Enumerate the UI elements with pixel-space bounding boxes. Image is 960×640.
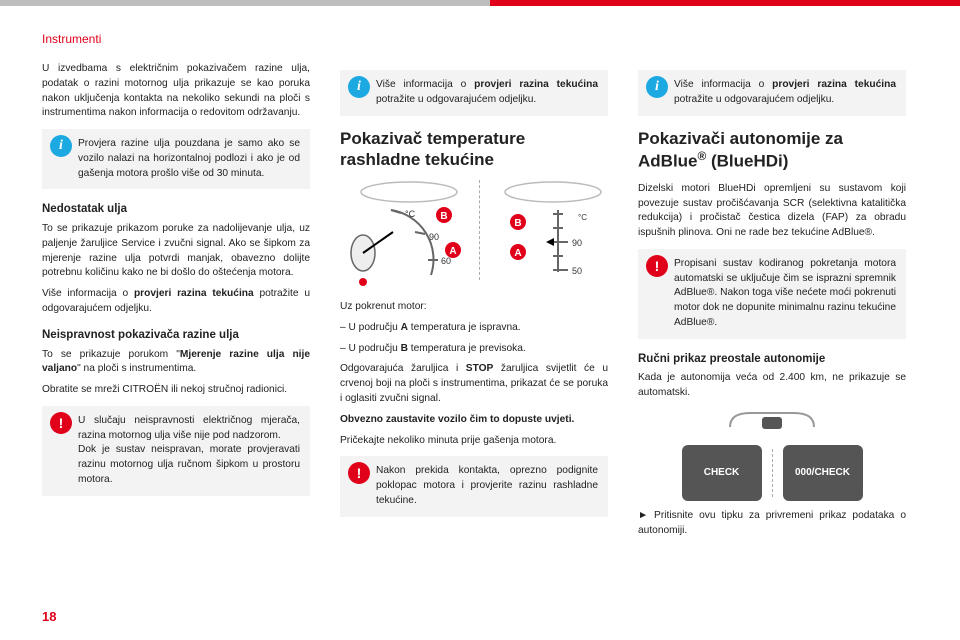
- svg-text:B: B: [440, 211, 447, 222]
- col2-info-bold: provjeri razina tekućina: [474, 79, 598, 90]
- col1-h-neispravnost: Neispravnost pokazivača razine ulja: [42, 327, 310, 344]
- col2-li1-b: A: [401, 322, 408, 333]
- col3-h-rucni: Ručni prikaz preostale autonomije: [638, 351, 906, 368]
- col2-li2-b: B: [401, 343, 408, 354]
- col3-title-l1: Pokazivači autonomije za: [638, 129, 843, 148]
- svg-text:°C: °C: [578, 213, 587, 222]
- col1-h-nedostatak: Nedostatak ulja: [42, 201, 310, 218]
- col1-p4-post: " na ploči s instrumentima.: [77, 363, 196, 374]
- col2-li2: – U području B temperatura je previsoka.: [340, 342, 608, 357]
- col3-warn-text: Propisani sustav kodiranog pokretanja mo…: [674, 258, 896, 328]
- svg-text:60: 60: [441, 256, 451, 266]
- col1-p2: To se prikazuje prikazom poruke za nadol…: [42, 222, 310, 281]
- col2-info-pre: Više informacija o: [376, 79, 474, 90]
- col3-info-callout: Više informacija o provjeri razina tekuć…: [638, 70, 906, 116]
- svg-text:A: A: [449, 246, 456, 257]
- check-button-right[interactable]: 000/CHECK: [783, 445, 863, 501]
- top-bar-red: [490, 0, 960, 6]
- col2-p2: Odgovarajuća žaruljica i STOP žaruljica …: [340, 362, 608, 406]
- section-header: Instrumenti: [42, 32, 918, 46]
- col2-warn-callout: Nakon prekida kontakta, oprezno podignit…: [340, 456, 608, 516]
- svg-text:90: 90: [572, 238, 582, 248]
- col2-p2-pre: Odgovarajuća žaruljica i: [340, 363, 466, 374]
- col1-p4: To se prikazuje porukom "Mjerenje razine…: [42, 348, 310, 378]
- col1-p5: Obratite se mreži CITROËN ili nekoj stru…: [42, 383, 310, 398]
- svg-text:50: 50: [572, 266, 582, 276]
- col3-title-sup: ®: [698, 149, 707, 163]
- col3-warn-callout: Propisani sustav kodiranog pokretanja mo…: [638, 249, 906, 339]
- col1-p4-pre: To se prikazuje porukom ": [42, 349, 180, 360]
- column-1: U izvedbama s električnim pokazivačem ra…: [42, 62, 310, 545]
- col3-title-l2-post: (BlueHDi): [706, 151, 788, 170]
- col2-li1-pre: – U području: [340, 322, 401, 333]
- col1-warn-text: U slučaju neispravnosti električnog mjer…: [78, 415, 300, 485]
- col2-info-callout: Više informacija o provjeri razina tekuć…: [340, 70, 608, 116]
- col3-section-title: Pokazivači autonomije za AdBlue® (BlueHD…: [638, 128, 906, 172]
- svg-text:B: B: [514, 218, 521, 229]
- page: Instrumenti U izvedbama s električnim po…: [0, 0, 960, 640]
- gauge-divider: [479, 180, 480, 280]
- col1-p1: U izvedbama s električnim pokazivačem ra…: [42, 62, 310, 121]
- top-accent-bar: [0, 0, 960, 6]
- col3-info-post: potražite u odgovarajućem odjeljku.: [674, 94, 834, 105]
- col2-section-title: Pokazivač temperature rashladne tekućine: [340, 128, 608, 171]
- content-columns: U izvedbama s električnim pokazivačem ra…: [42, 62, 918, 545]
- cluster-outline-icon: [722, 407, 822, 435]
- svg-text:°C: °C: [405, 209, 416, 219]
- col2-li2-pre: – U području: [340, 343, 401, 354]
- column-3: Više informacija o provjeri razina tekuć…: [638, 62, 906, 545]
- col3-info-bold: provjeri razina tekućina: [772, 79, 896, 90]
- svg-text:A: A: [514, 248, 521, 259]
- col1-info-callout: Provjera razine ulja pouzdana je samo ak…: [42, 129, 310, 189]
- col2-info-post: potražite u odgovarajućem odjeljku.: [376, 94, 536, 105]
- col2-li1-post: temperatura je ispravna.: [408, 322, 521, 333]
- svg-text:90: 90: [429, 232, 439, 242]
- col2-p3: Obvezno zaustavite vozilo čim to dopuste…: [340, 413, 608, 428]
- cluster-illustration-row: CHECK 000/CHECK: [638, 407, 906, 501]
- col2-li1: – U području A temperatura je ispravna.: [340, 321, 608, 336]
- col3-p1: Dizelski motori BlueHDi opremljeni su su…: [638, 182, 906, 241]
- col2-p4: Pričekajte nekoliko minuta prije gašenja…: [340, 434, 608, 449]
- col2-p1: Uz pokrenut motor:: [340, 300, 608, 315]
- page-number: 18: [42, 609, 56, 624]
- gauge-row: °C 90 60 B A: [340, 180, 608, 290]
- col1-p3-pre: Više informacija o: [42, 288, 134, 299]
- col2-warn-text: Nakon prekida kontakta, oprezno podignit…: [376, 465, 598, 506]
- analog-gauge-icon: °C 90 60 B A: [341, 180, 461, 290]
- col1-p3-bold: provjeri razina tekućina: [134, 288, 254, 299]
- col2-p2-b: STOP: [466, 363, 494, 374]
- col3-p3: ► Pritisnite ovu tipku za privremeni pri…: [638, 509, 906, 539]
- col1-warn-callout: U slučaju neispravnosti električnog mjer…: [42, 406, 310, 496]
- col3-p2: Kada je autonomija veća od 2.400 km, ne …: [638, 371, 906, 401]
- check-divider: [772, 449, 773, 497]
- col3-title-l2-pre: AdBlue: [638, 151, 698, 170]
- column-2: Više informacija o provjeri razina tekuć…: [340, 62, 608, 545]
- col1-p3: Više informacija o provjeri razina tekuć…: [42, 287, 310, 317]
- check-button-right-label: 000/CHECK: [795, 466, 850, 481]
- check-button-left[interactable]: CHECK: [682, 445, 762, 501]
- col2-li2-post: temperatura je previsoka.: [408, 343, 526, 354]
- digital-gauge-icon: °C 90 50 B A: [498, 180, 608, 290]
- col1-info-text: Provjera razine ulja pouzdana je samo ak…: [78, 138, 300, 179]
- check-button-left-label: CHECK: [704, 466, 740, 481]
- col3-info-pre: Više informacija o: [674, 79, 772, 90]
